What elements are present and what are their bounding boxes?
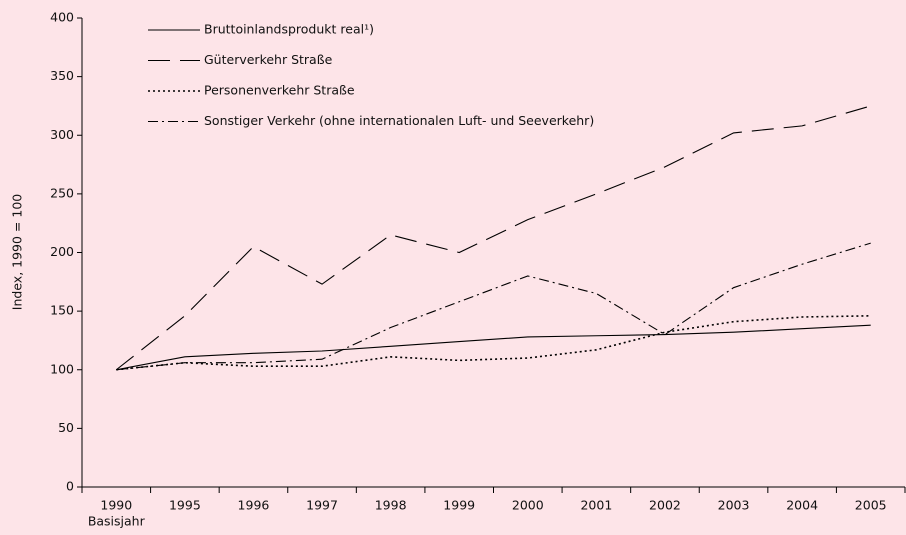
y-tick-label: 300 (50, 127, 74, 142)
x-tick-label: 2000 (512, 498, 544, 513)
legend-label: Personenverkehr Straße (204, 83, 355, 98)
legend-label: Güterverkehr Straße (204, 52, 333, 67)
legend-label: Sonstiger Verkehr (ohne internationalen … (204, 113, 594, 128)
y-tick-label: 100 (50, 361, 74, 376)
y-tick-label: 400 (50, 10, 74, 25)
line-series (116, 315, 871, 371)
x-tick-label: 2004 (786, 498, 818, 513)
line-series (116, 242, 871, 371)
x-tick-label: 1997 (306, 498, 338, 513)
line-series (115, 105, 871, 371)
y-tick-label: 350 (50, 68, 74, 83)
x-tick-label: 2002 (649, 498, 681, 513)
line-series (116, 324, 871, 371)
y-tick-label: 250 (50, 185, 74, 200)
base-label: Basisjahr (88, 514, 146, 529)
x-tick-label: 1995 (169, 498, 201, 513)
y-axis-label: Index, 1990 = 100 (10, 194, 25, 310)
legend-label: Bruttoinlandsprodukt real¹) (204, 22, 374, 37)
x-tick-label: 2005 (855, 498, 887, 513)
x-tick-label: 1990 (100, 498, 132, 513)
x-tick-label: 2003 (718, 498, 750, 513)
x-tick-label: 2001 (580, 498, 612, 513)
x-tick-label: 1996 (238, 498, 270, 513)
y-tick-label: 50 (58, 420, 74, 435)
y-tick-label: 0 (66, 479, 74, 494)
x-tick-label: 1998 (375, 498, 407, 513)
y-tick-label: 150 (50, 303, 74, 318)
x-tick-label: 1999 (443, 498, 475, 513)
y-tick-label: 200 (50, 244, 74, 259)
